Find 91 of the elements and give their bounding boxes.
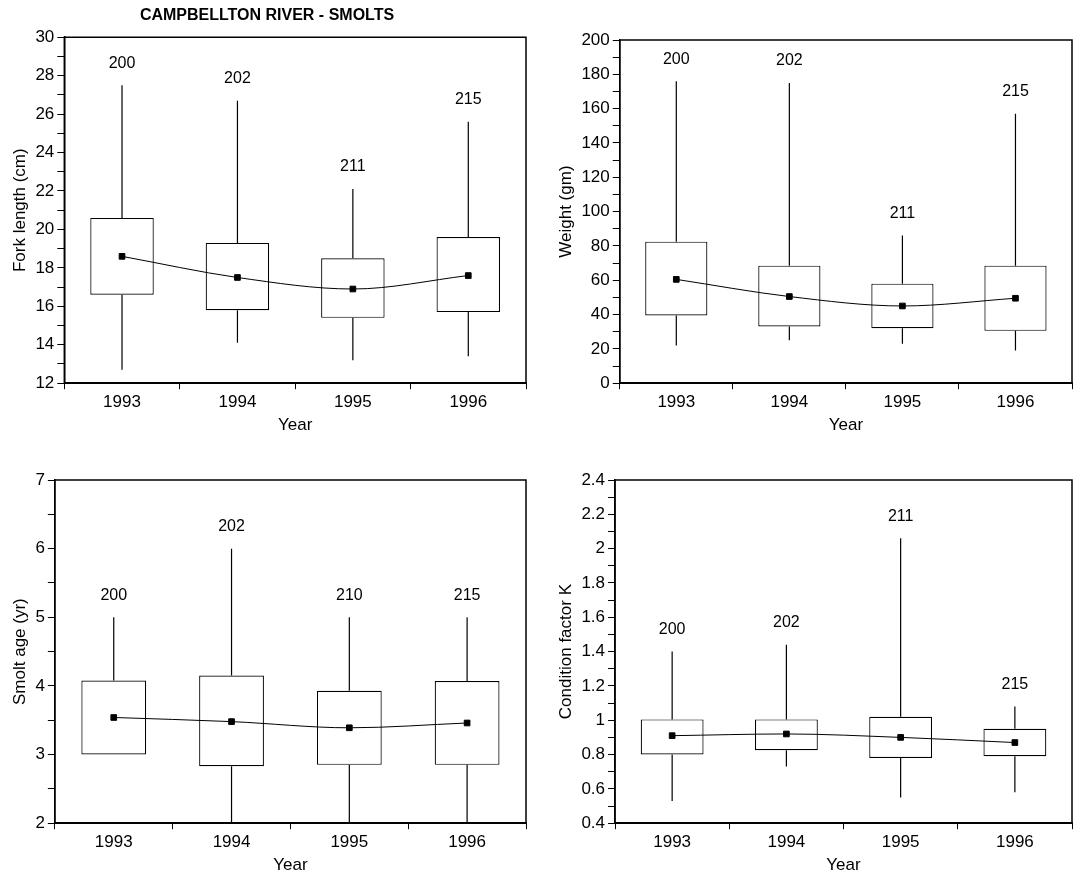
y-tick-label: 2.4	[581, 469, 606, 489]
y-tick-label: 180	[581, 64, 610, 84]
point	[899, 302, 906, 310]
annotation: 200	[658, 620, 686, 638]
x-tick-label: 1995	[883, 392, 922, 412]
x-tick-label: 1994	[218, 392, 257, 412]
x-tick-label: 1994	[767, 832, 806, 852]
y-tick-label: 3	[35, 744, 45, 764]
annotation: 211	[887, 506, 914, 524]
y-axis-title: Weight (gm)	[555, 165, 575, 258]
y-tick-label: 26	[35, 103, 55, 123]
y-tick-label: 1.4	[581, 641, 606, 661]
annotation: 202	[773, 613, 800, 631]
x-axis-title: Year	[828, 415, 864, 435]
annotation: 200	[100, 585, 128, 603]
y-axis-title: Fork length (cm)	[9, 148, 29, 273]
annotation: 215	[1001, 674, 1029, 692]
annotation: 211	[340, 157, 366, 175]
point	[1012, 294, 1019, 302]
y-tick-label: 5	[35, 606, 45, 626]
y-tick-label: 14	[35, 334, 55, 354]
y-tick-label: 18	[35, 257, 55, 277]
y-tick-label: 140	[581, 132, 610, 152]
y-tick-label: 1	[595, 709, 606, 729]
x-tick-label: 1993	[653, 832, 692, 852]
y-tick-label: 0	[600, 372, 610, 392]
annotation: 202	[776, 51, 803, 69]
annotation: 210	[335, 585, 363, 603]
annotation: 211	[889, 204, 916, 222]
annotation: 202	[218, 517, 245, 535]
y-axis-title: Condition factor K	[555, 583, 575, 720]
y-tick-label: 20	[590, 338, 610, 358]
y-tick-label: 1.6	[581, 606, 606, 626]
y-tick-label: 2.2	[581, 504, 606, 524]
x-axis-title: Year	[826, 855, 862, 875]
y-tick-label: 12	[35, 372, 55, 392]
y-tick-label: 2	[595, 538, 606, 558]
x-tick-label: 1994	[212, 832, 251, 852]
x-tick-label: 1995	[330, 832, 369, 852]
x-tick-label: 1993	[103, 392, 141, 412]
point	[118, 253, 126, 260]
point	[786, 293, 793, 300]
point	[345, 724, 353, 732]
x-tick-label: 1996	[995, 832, 1034, 852]
y-tick-label: 24	[35, 142, 55, 162]
x-tick-label: 1995	[881, 832, 920, 852]
annotation: 215	[454, 90, 482, 108]
y-tick-label: 1.2	[581, 675, 606, 695]
point	[110, 714, 118, 721]
y-tick-label: 200	[581, 29, 610, 49]
y-axis-title: Smolt age (yr)	[9, 598, 29, 705]
x-tick-label: 1996	[449, 392, 488, 412]
point	[234, 274, 241, 281]
x-tick-label: 1993	[94, 832, 133, 852]
annotation: 200	[108, 53, 136, 71]
annotation: 215	[1002, 82, 1029, 100]
x-tick-label: 1993	[657, 392, 696, 412]
x-tick-label: 1994	[770, 392, 809, 412]
point	[349, 285, 357, 293]
y-tick-label: 1.8	[581, 572, 606, 592]
y-tick-label: 4	[35, 675, 45, 695]
point	[228, 718, 235, 725]
point	[463, 719, 471, 727]
y-tick-label: 30	[35, 26, 55, 46]
x-tick-label: 1995	[333, 392, 372, 412]
annotation: 200	[662, 49, 690, 67]
point	[464, 272, 472, 279]
y-tick-label: 120	[581, 166, 610, 186]
y-tick-label: 0.8	[581, 744, 606, 764]
y-tick-label: 160	[581, 98, 610, 118]
x-tick-label: 1996	[996, 392, 1035, 412]
x-tick-label: 1996	[448, 832, 487, 852]
y-tick-label: 60	[590, 269, 610, 289]
y-tick-label: 7	[35, 469, 45, 489]
y-tick-label: 2	[35, 812, 45, 832]
x-axis-title: Year	[273, 855, 308, 875]
point	[672, 276, 680, 283]
annotation: 215	[453, 585, 481, 603]
y-tick-label: 40	[590, 304, 610, 324]
x-axis-title: Year	[277, 415, 313, 435]
y-tick-label: 100	[581, 201, 610, 221]
y-tick-label: 0.6	[581, 778, 606, 798]
y-tick-label: 22	[35, 180, 55, 200]
y-tick-label: 20	[35, 219, 55, 239]
y-tick-label: 16	[35, 296, 55, 315]
y-tick-label: 80	[590, 235, 610, 255]
y-tick-label: 6	[35, 538, 45, 558]
y-tick-label: 0.4	[581, 812, 606, 832]
annotation: 202	[224, 69, 251, 87]
chart-title: CAMPBELLTON RIVER - SMOLTS	[139, 6, 395, 24]
y-tick-label: 28	[35, 65, 55, 85]
